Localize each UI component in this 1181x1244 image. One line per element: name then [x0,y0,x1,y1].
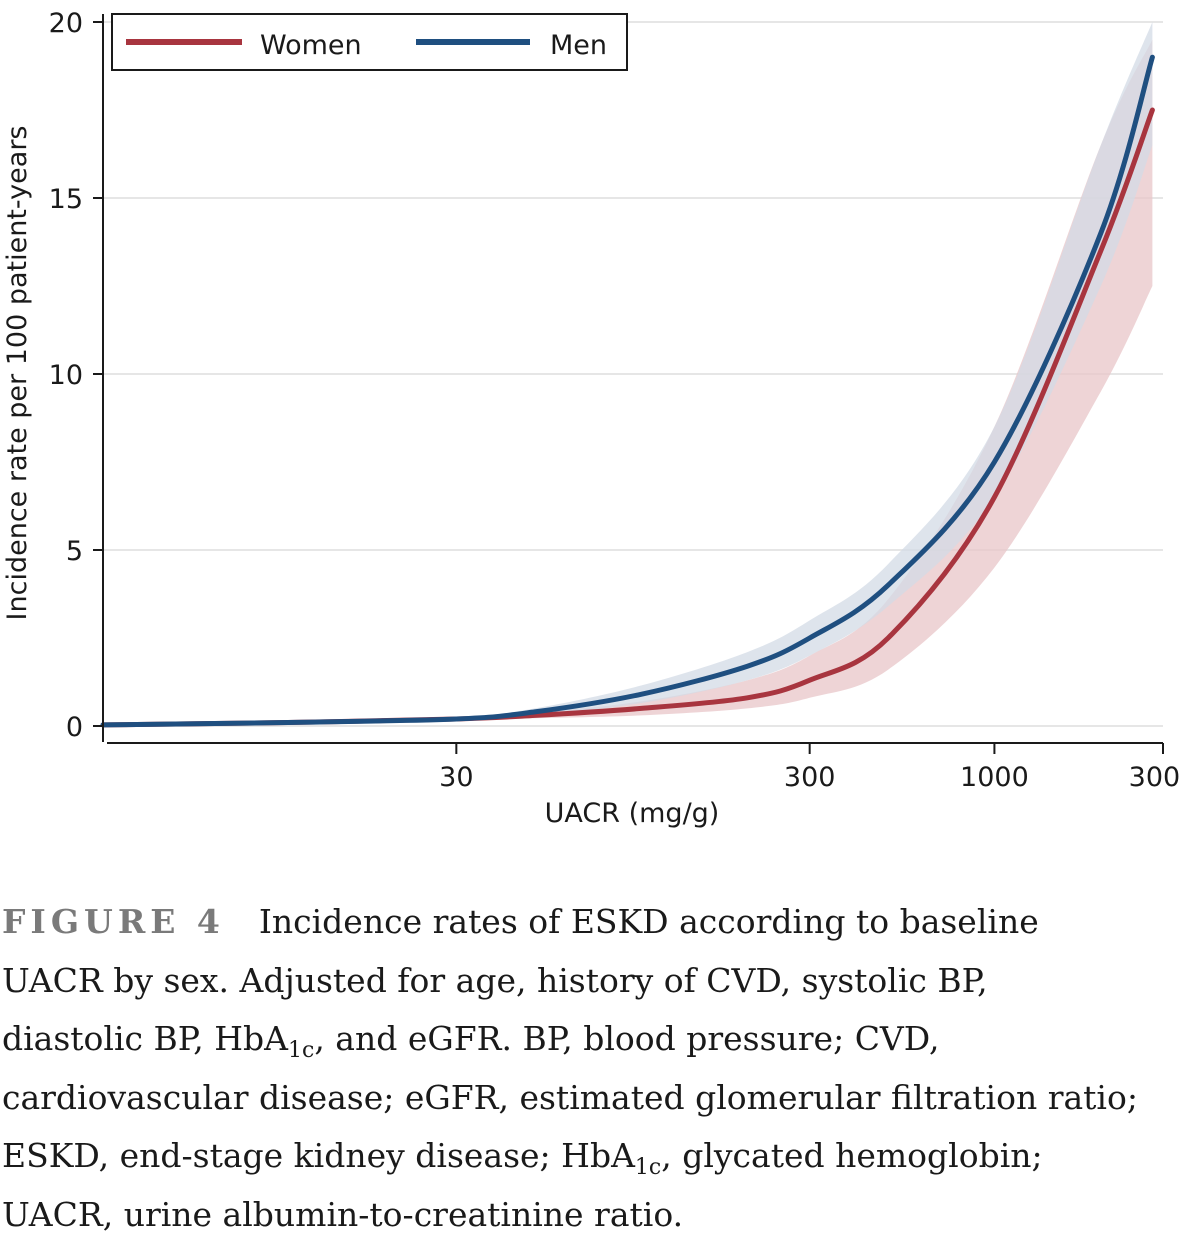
legend: Women Men [112,14,627,70]
caption-text: Incidence rates of ESKD according to bas… [259,902,1039,941]
caption-line: cardiovascular disease; eGFR, estimated … [2,1069,1177,1128]
caption-line: ESKD, end-stage kidney disease; HbA1c, g… [2,1127,1177,1186]
x-axis-title: UACR (mg/g) [545,798,720,829]
series-line-women [103,110,1152,725]
figure-label: FIGURE 4 [2,902,225,941]
caption-line: FIGURE 4 Incidence rates of ESKD accordin… [2,893,1177,952]
figure-caption: FIGURE 4 Incidence rates of ESKD accordin… [2,893,1177,1244]
series-lines [103,57,1152,725]
caption-line: diastolic BP, HbA1c, and eGFR. BP, blood… [2,1010,1177,1069]
legend-label-men: Men [550,30,607,61]
y-tick-label: 10 [49,360,83,391]
y-tick-label: 15 [49,184,83,215]
y-axis-title: Incidence rate per 100 patient-years [2,126,33,621]
series-line-men [103,57,1152,725]
y-tick-label: 0 [66,712,83,743]
grid-lines [103,22,1163,726]
y-tick-label: 20 [49,8,83,39]
legend-label-women: Women [260,30,362,61]
x-tick-label: 30 [439,762,473,793]
x-tick-label: 3000 [1129,762,1181,793]
x-tick-label: 1000 [960,762,1029,793]
caption-line: UACR, urine albumin-to-creatinine ratio. [2,1186,1177,1244]
caption-line: UACR by sex. Adjusted for age, history o… [2,952,1177,1011]
y-tick-label: 5 [66,536,83,567]
eskd-incidence-chart: 0 5 10 15 20 30 300 1000 3000 UACR (mg/g) Incide… [0,0,1181,880]
x-tick-label: 300 [784,762,836,793]
ci-band-women [103,40,1152,726]
